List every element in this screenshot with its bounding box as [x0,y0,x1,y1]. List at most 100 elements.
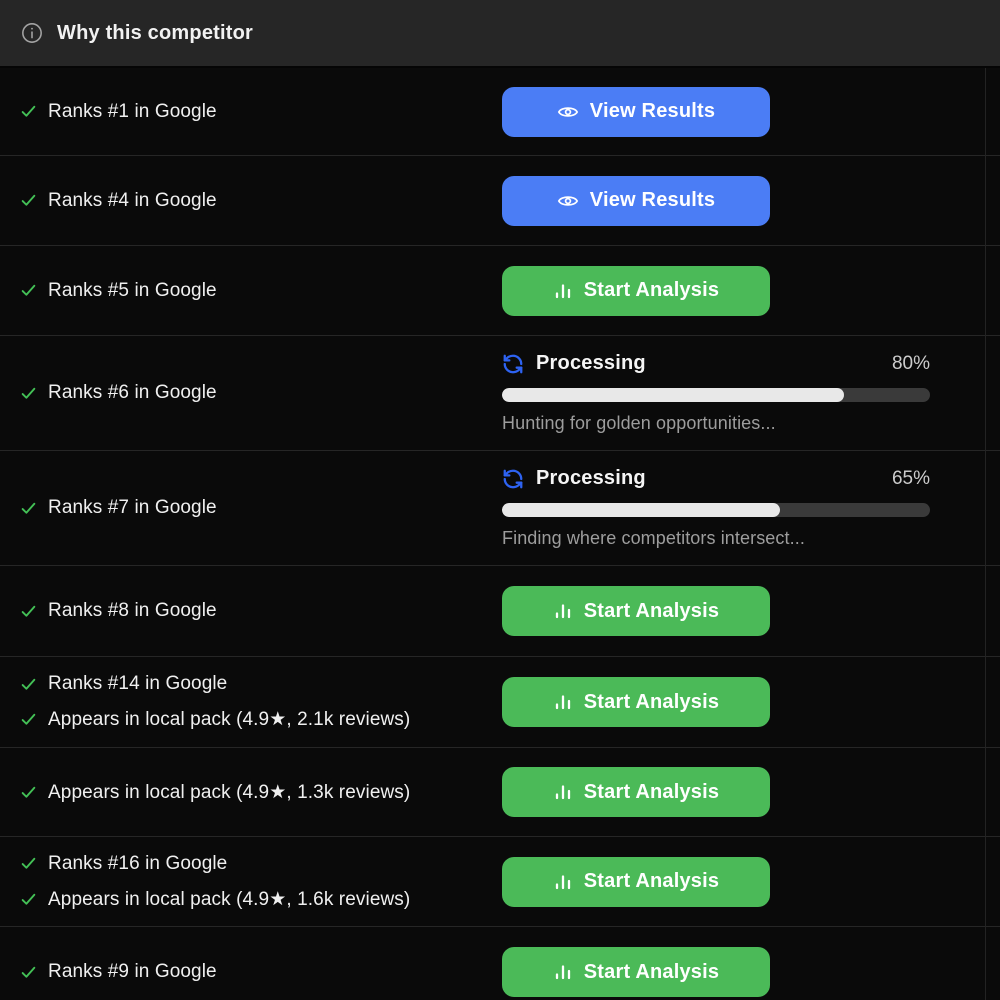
start-analysis-button[interactable]: Start Analysis [502,767,770,817]
competitor-row: Ranks #14 in Google Appears in local pac… [0,657,1000,748]
reason-item: Ranks #14 in Google [20,673,502,695]
start-analysis-button[interactable]: Start Analysis [502,586,770,636]
competitor-row: Ranks #1 in Google View Results [0,68,1000,156]
reason-item: Appears in local pack (4.9★, 1.3k review… [20,781,502,804]
reason-text: Appears in local pack (4.9★, 1.6k review… [48,888,411,910]
check-icon [20,711,37,728]
reason-item: Ranks #9 in Google [20,961,502,983]
view-results-button[interactable]: View Results [502,86,770,137]
processing-status: Processing 65% Finding where competitors… [502,467,930,549]
reason-list: Ranks #16 in Google Appears in local pac… [20,853,502,911]
reason-text: Ranks #5 in Google [48,279,217,301]
reason-text: Ranks #4 in Google [48,189,217,211]
reason-text: Ranks #1 in Google [48,100,217,122]
eye-icon [557,106,578,117]
check-icon [20,192,37,209]
panel-header: Why this competitor [0,0,1000,68]
reason-text: Ranks #9 in Google [48,961,217,982]
action-cell: Start Analysis [502,856,985,907]
reason-list: Ranks #1 in Google [20,101,502,123]
action-cell: Start Analysis [502,677,985,727]
reason-item: Ranks #5 in Google [20,280,502,302]
competitor-row: Ranks #9 in Google Start Analysis [0,927,1000,1000]
reason-text: Ranks #8 in Google [48,600,217,621]
bar-chart-icon [555,965,570,980]
status-message: Hunting for golden opportunities... [502,413,776,433]
reason-text: Appears in local pack (4.9★, 1.3k review… [48,781,411,803]
reason-item: Appears in local pack (4.9★, 2.1k review… [20,708,502,731]
start-analysis-button[interactable]: Start Analysis [502,947,770,997]
competitor-row: Ranks #7 in Google Processing 65% Findin… [0,451,1000,566]
reason-list: Appears in local pack (4.9★, 1.3k review… [20,781,502,804]
action-cell: Processing 65% Finding where competitors… [502,467,985,549]
check-icon [20,385,37,402]
bar-chart-icon [555,874,570,889]
reason-item: Ranks #6 in Google [20,382,502,404]
column-divider [985,68,986,1000]
processing-percent: 80% [891,352,930,374]
panel-title: Why this competitor [57,21,254,44]
progress-bar [502,388,930,402]
reason-item: Ranks #1 in Google [20,101,502,123]
check-icon [20,891,37,908]
competitor-row: Ranks #8 in Google Start Analysis [0,566,1000,657]
check-icon [20,855,37,872]
bar-chart-icon [555,604,570,619]
reason-text: Ranks #7 in Google [48,497,217,518]
reason-text: Appears in local pack (4.9★, 2.1k review… [48,709,411,730]
eye-icon [557,195,578,206]
sync-icon [502,353,524,375]
check-icon [20,103,37,120]
reason-item: Ranks #16 in Google [20,853,502,875]
check-icon [20,784,37,801]
reason-list: Ranks #8 in Google [20,600,502,622]
reason-list: Ranks #6 in Google [20,382,502,404]
start-analysis-button[interactable]: Start Analysis [502,265,770,316]
competitor-row: Ranks #6 in Google Processing 80% Huntin… [0,336,1000,451]
start-analysis-button[interactable]: Start Analysis [502,856,770,907]
reason-item: Ranks #8 in Google [20,600,502,622]
processing-label: Processing [536,467,646,489]
processing-label: Processing [536,352,646,374]
bar-chart-icon [555,695,570,710]
competitor-row: Ranks #4 in Google View Results [0,156,1000,246]
reason-text: Ranks #6 in Google [48,382,217,403]
sync-icon [502,468,524,490]
competitor-row: Ranks #16 in Google Appears in local pac… [0,837,1000,927]
processing-header: Processing 80% [502,352,930,375]
action-cell: Start Analysis [502,586,985,636]
view-results-button[interactable]: View Results [502,175,770,226]
start-analysis-button[interactable]: Start Analysis [502,677,770,727]
processing-status: Processing 80% Hunting for golden opport… [502,352,930,434]
reason-list: Ranks #5 in Google [20,280,502,302]
action-cell: View Results [502,86,985,137]
reason-list: Ranks #7 in Google [20,497,502,519]
processing-percent: 65% [891,467,930,489]
progress-bar [502,503,930,517]
reason-list: Ranks #9 in Google [20,947,502,983]
progress-fill [502,503,781,517]
bar-chart-icon [555,785,570,800]
action-cell: View Results [502,175,985,226]
check-icon [20,964,37,981]
check-icon [20,500,37,517]
check-icon [20,603,37,620]
status-message: Finding where competitors intersect... [502,528,805,548]
reason-item: Ranks #7 in Google [20,497,502,519]
check-icon [20,676,37,693]
competitor-row: Appears in local pack (4.9★, 1.3k review… [0,748,1000,837]
action-cell: Start Analysis [502,265,985,316]
reason-text: Ranks #14 in Google [48,673,228,694]
reason-item: Ranks #4 in Google [20,190,502,212]
progress-fill [502,388,845,402]
check-icon [20,282,37,299]
competitor-row: Ranks #5 in Google Start Analysis [0,246,1000,336]
bar-chart-icon [555,283,570,298]
reason-list: Ranks #4 in Google [20,190,502,212]
processing-header: Processing 65% [502,467,930,490]
action-cell: Start Analysis [502,947,985,997]
action-cell: Processing 80% Hunting for golden opport… [502,352,985,434]
info-icon[interactable] [21,22,43,44]
action-cell: Start Analysis [502,767,985,817]
